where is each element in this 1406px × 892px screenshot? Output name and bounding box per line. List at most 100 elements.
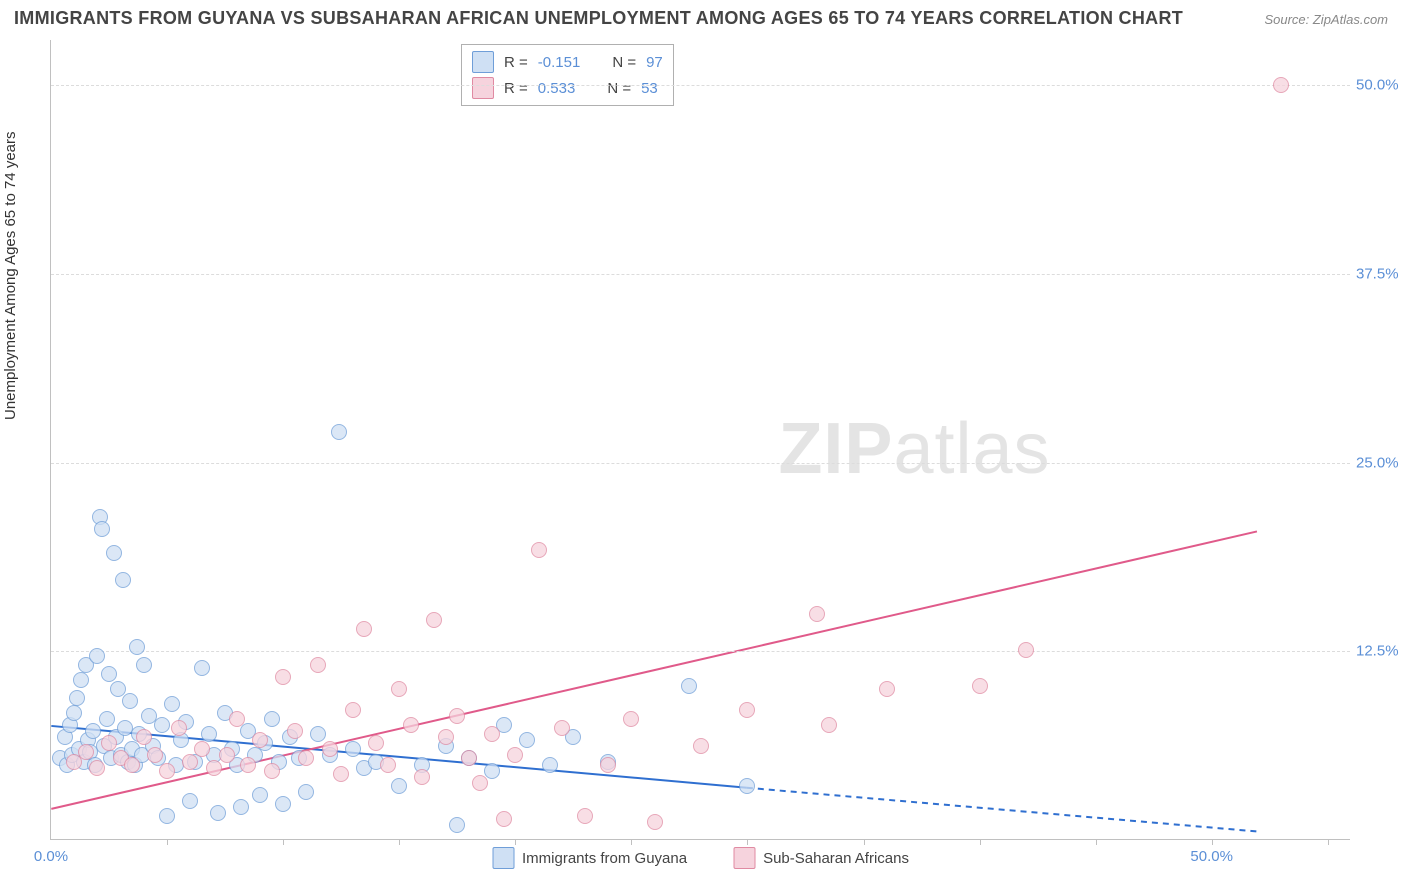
data-point-ssa [449, 708, 465, 724]
legend-item-ssa: Sub-Saharan Africans [733, 847, 909, 869]
legend-swatch-ssa [472, 77, 494, 99]
data-point-ssa [252, 732, 268, 748]
data-point-ssa [287, 723, 303, 739]
data-point-ssa [438, 729, 454, 745]
data-point-ssa [1018, 642, 1034, 658]
legend-item-guyana: Immigrants from Guyana [492, 847, 687, 869]
data-point-ssa [1273, 77, 1289, 93]
data-point-ssa [739, 702, 755, 718]
data-point-ssa [159, 763, 175, 779]
data-point-guyana [298, 784, 314, 800]
y-tick-label: 50.0% [1356, 77, 1406, 94]
x-minor-tick [399, 839, 400, 845]
x-tick-label: 50.0% [1190, 848, 1233, 865]
data-point-ssa [484, 726, 500, 742]
data-point-ssa [264, 763, 280, 779]
legend-label-guyana: Immigrants from Guyana [522, 850, 687, 867]
data-point-ssa [333, 766, 349, 782]
data-point-ssa [78, 744, 94, 760]
data-point-ssa [647, 814, 663, 830]
data-point-ssa [693, 738, 709, 754]
data-point-guyana [391, 778, 407, 794]
data-point-ssa [403, 717, 419, 733]
x-minor-tick [1328, 839, 1329, 845]
trendline-extrapolated-guyana [747, 788, 1257, 832]
data-point-guyana [233, 799, 249, 815]
data-point-ssa [531, 542, 547, 558]
data-point-ssa [240, 757, 256, 773]
plot-area: ZIPatlas R =-0.151N =97R =0.533N =53 Imm… [50, 40, 1350, 840]
gridline-h [51, 463, 1350, 464]
data-point-ssa [147, 747, 163, 763]
x-minor-tick [1096, 839, 1097, 845]
data-point-guyana [310, 726, 326, 742]
y-tick-label: 12.5% [1356, 643, 1406, 660]
legend-swatch-guyana [492, 847, 514, 869]
data-point-guyana [681, 678, 697, 694]
data-point-ssa [577, 808, 593, 824]
gridline-h [51, 274, 1350, 275]
data-point-ssa [310, 657, 326, 673]
data-point-guyana [182, 793, 198, 809]
data-point-ssa [391, 681, 407, 697]
x-minor-tick [283, 839, 284, 845]
data-point-ssa [182, 754, 198, 770]
gridline-h [51, 651, 1350, 652]
data-point-ssa [275, 669, 291, 685]
data-point-ssa [507, 747, 523, 763]
data-point-guyana [85, 723, 101, 739]
x-minor-tick [864, 839, 865, 845]
y-tick-label: 37.5% [1356, 265, 1406, 282]
data-point-guyana [136, 657, 152, 673]
stats-legend-row-guyana: R =-0.151N =97 [472, 49, 663, 75]
data-point-ssa [206, 760, 222, 776]
data-point-guyana [122, 693, 138, 709]
legend-n-label: N = [607, 80, 631, 97]
gridline-h [51, 85, 1350, 86]
chart-title: IMMIGRANTS FROM GUYANA VS SUBSAHARAN AFR… [14, 8, 1183, 29]
stats-legend-row-ssa: R =0.533N =53 [472, 75, 663, 101]
data-point-guyana [331, 424, 347, 440]
x-minor-tick [747, 839, 748, 845]
data-point-guyana [164, 696, 180, 712]
data-point-ssa [821, 717, 837, 733]
data-point-ssa [219, 747, 235, 763]
data-point-guyana [159, 808, 175, 824]
data-point-guyana [519, 732, 535, 748]
data-point-ssa [623, 711, 639, 727]
series-legend: Immigrants from Guyana Sub-Saharan Africa… [492, 847, 909, 869]
data-point-guyana [264, 711, 280, 727]
data-point-ssa [380, 757, 396, 773]
data-point-ssa [461, 750, 477, 766]
source-attribution: Source: ZipAtlas.com [1264, 12, 1388, 27]
legend-swatch-ssa [733, 847, 755, 869]
data-point-guyana [73, 672, 89, 688]
data-point-ssa [101, 735, 117, 751]
data-point-guyana [345, 741, 361, 757]
data-point-guyana [275, 796, 291, 812]
data-point-ssa [194, 741, 210, 757]
x-minor-tick [980, 839, 981, 845]
data-point-ssa [171, 720, 187, 736]
x-minor-tick [1212, 839, 1213, 845]
legend-n-value-ssa: 53 [641, 80, 658, 97]
data-point-guyana [739, 778, 755, 794]
x-minor-tick [167, 839, 168, 845]
legend-r-label: R = [504, 80, 528, 97]
data-point-guyana [542, 757, 558, 773]
legend-n-value-guyana: 97 [646, 54, 663, 71]
data-point-guyana [201, 726, 217, 742]
legend-swatch-guyana [472, 51, 494, 73]
data-point-ssa [554, 720, 570, 736]
y-axis-label: Unemployment Among Ages 65 to 74 years [2, 131, 19, 420]
data-point-ssa [414, 769, 430, 785]
data-point-guyana [106, 545, 122, 561]
data-point-ssa [809, 606, 825, 622]
data-point-guyana [94, 521, 110, 537]
data-point-ssa [496, 811, 512, 827]
data-point-ssa [600, 757, 616, 773]
data-point-guyana [252, 787, 268, 803]
data-point-guyana [484, 763, 500, 779]
data-point-guyana [154, 717, 170, 733]
legend-r-value-guyana: -0.151 [538, 54, 581, 71]
